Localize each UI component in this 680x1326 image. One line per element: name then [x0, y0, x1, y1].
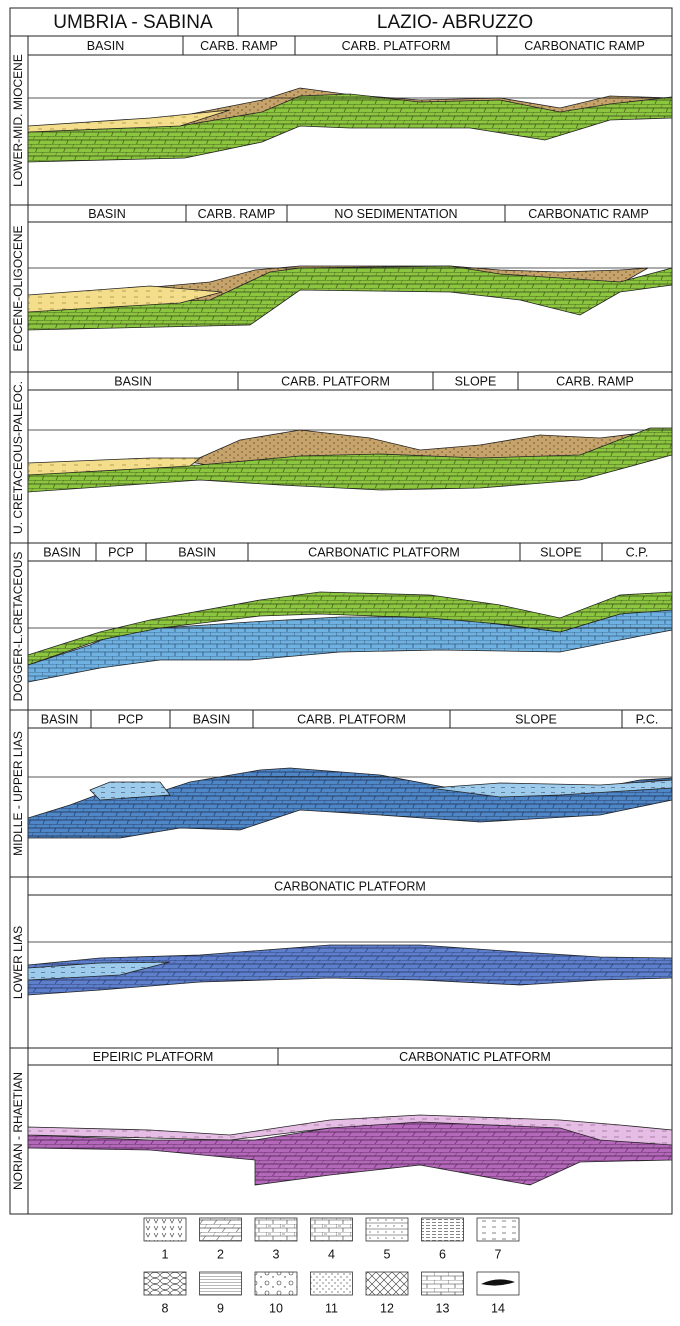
header-left: UMBRIA - SABINA: [53, 12, 213, 33]
legend-label: 12: [380, 1301, 394, 1315]
legend-swatch: [477, 1218, 519, 1241]
segment-label: BASIN: [87, 39, 125, 53]
segment-label: CARBONATIC PLATFORM: [308, 545, 460, 559]
legend-label: 2: [217, 1247, 224, 1261]
segment-label: P.C.: [636, 712, 659, 726]
segment-label: BASIN: [43, 545, 81, 559]
legend-swatch: [366, 1272, 408, 1295]
segment-label: CARBONATIC PLATFORM: [399, 1050, 551, 1064]
legend-label: 14: [491, 1301, 505, 1315]
segment-label: CARBONATIC RAMP: [524, 39, 645, 53]
segment-label: CARB. PLATFORM: [297, 712, 406, 726]
segment-label: SLOPE: [455, 374, 497, 388]
row-label: EOCENE-OLIGOCENE: [11, 225, 25, 351]
legend-label: 6: [439, 1247, 446, 1261]
segment-label: CARB. RAMP: [556, 374, 634, 388]
legend-label: 1: [162, 1247, 169, 1261]
legend-swatch: [366, 1218, 408, 1241]
segment-label: BASIN: [88, 207, 126, 221]
row-label: NORIAN - RHAETIAN: [11, 1072, 25, 1190]
row-label: LOWER LIAS: [11, 926, 25, 999]
legend-label: 10: [269, 1301, 283, 1315]
legend-label: 7: [495, 1247, 502, 1261]
legend-swatch: [311, 1218, 353, 1241]
row-label: U. CRETACEOUS-PALEOC.: [11, 381, 25, 534]
segment-label: SLOPE: [515, 712, 557, 726]
segment-label: BASIN: [178, 545, 216, 559]
segment-label: EPEIRIC PLATFORM: [93, 1050, 214, 1064]
legend-swatch: [144, 1218, 186, 1241]
segment-label: CARB. PLATFORM: [281, 374, 390, 388]
legend-swatch: [422, 1272, 464, 1295]
header-right: LAZIO- ABRUZZO: [377, 12, 533, 33]
legend-swatch: [200, 1218, 242, 1241]
lithology-body: [28, 768, 672, 838]
row-label: DOGGER-L.CRETACEOUS: [11, 552, 25, 702]
legend-swatch: [311, 1272, 353, 1295]
legend-label: 3: [273, 1247, 280, 1261]
legend-swatch: [200, 1272, 242, 1295]
segment-label: PCP: [118, 712, 144, 726]
segment-label: BASIN: [41, 712, 79, 726]
row-label: MIDLLE - UPPER LIAS: [11, 731, 25, 856]
segment-label: BASIN: [114, 374, 152, 388]
segment-label: NO SEDIMENTATION: [334, 207, 457, 221]
segment-label: CARB. RAMP: [200, 39, 278, 53]
row-label: LOWER-MID. MIOCENE: [11, 54, 25, 187]
legend-swatch: [144, 1272, 186, 1295]
segment-label: PCP: [108, 545, 134, 559]
stratigraphic-figure: UMBRIA - SABINA LAZIO- ABRUZZO LOWER-MID…: [0, 0, 680, 1326]
segment-label: C.P.: [626, 545, 649, 559]
legend-swatch: [255, 1272, 297, 1295]
segment-label: CARB. PLATFORM: [342, 39, 451, 53]
legend-label: 11: [325, 1301, 338, 1315]
legend-label: 9: [217, 1301, 224, 1315]
segment-label: CARB. RAMP: [198, 207, 276, 221]
legend-swatch: [422, 1218, 464, 1241]
segment-label: CARBONATIC RAMP: [528, 207, 649, 221]
legend-label: 13: [436, 1301, 450, 1315]
legend-label: 5: [384, 1247, 391, 1261]
legend-label: 4: [328, 1247, 335, 1261]
legend-label: 8: [162, 1301, 169, 1315]
segment-label: CARBONATIC PLATFORM: [274, 879, 426, 893]
legend-swatch: [255, 1218, 297, 1241]
segment-label: SLOPE: [540, 545, 582, 559]
segment-label: BASIN: [193, 712, 231, 726]
